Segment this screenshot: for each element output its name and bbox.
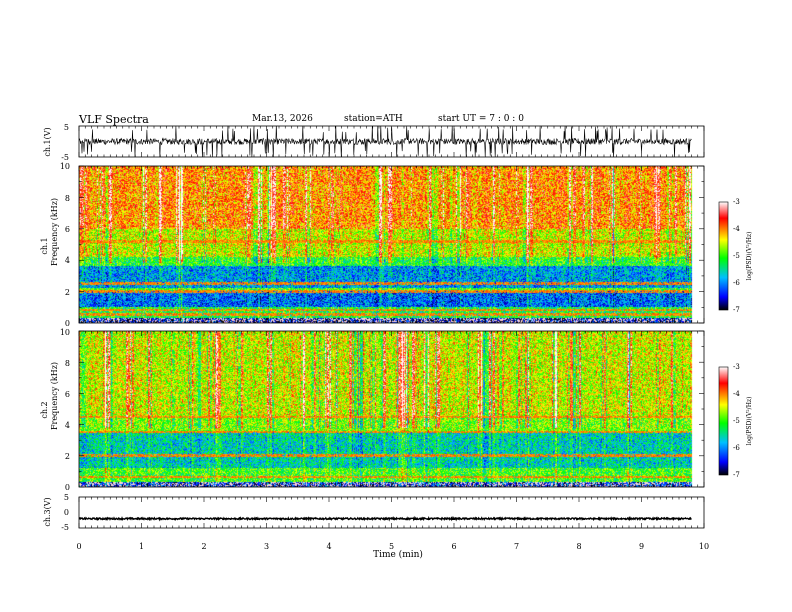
- ch1-spectrogram-panel: 0 2 4 6 8 10 ch.1 Frequency (kHz) -3 -4 …: [40, 162, 753, 328]
- time-tick-label: 4: [326, 542, 331, 551]
- ch1-colorbar-label: log(PSD)(V²/Hz): [746, 232, 753, 281]
- ch1-colorbar-tick--3: -3: [733, 198, 740, 206]
- ch2-colorbar: [718, 366, 729, 476]
- ch1-waveform-line: [79, 126, 692, 157]
- ch1-colorbar-tick--5: -5: [733, 252, 740, 260]
- ch1-spectrogram-ylabel: Frequency (kHz): [50, 198, 59, 266]
- ch2-freq-tick-2: 2: [65, 452, 70, 461]
- ch2-colorbar-tick--3: -3: [733, 363, 740, 371]
- ch1-spectrogram-ticks: [78, 165, 705, 324]
- time-axis-tick-labels: 0 1 2 3 4 5 6 7 8 9 10: [76, 542, 709, 551]
- ch3-waveform-ticks: [78, 497, 705, 528]
- ch2-colorbar-tick--5: -5: [733, 417, 740, 425]
- time-tick-label: 7: [514, 542, 519, 551]
- ch1-freq-tick-6: 6: [65, 225, 70, 234]
- ch3-ytick-mid: 0: [64, 508, 69, 517]
- ch2-freq-tick-8: 8: [65, 359, 70, 368]
- ch1-freq-tick-10: 10: [60, 162, 70, 171]
- ch2-spectrogram-channel-label: ch.2: [40, 401, 49, 418]
- ch1-freq-tick-2: 2: [65, 288, 70, 297]
- ch1-colorbar-tick--7: -7: [733, 306, 740, 314]
- ch1-spectrogram-image: [79, 166, 704, 323]
- ch2-freq-tick-4: 4: [65, 421, 70, 430]
- ch2-colorbar-tick--4: -4: [733, 390, 740, 398]
- ch2-spectrogram-image: [79, 331, 704, 487]
- ch2-spectrogram-ticks: [78, 330, 705, 488]
- ch2-freq-tick-10: 10: [60, 328, 70, 337]
- ch1-colorbar-tick--4: -4: [733, 225, 740, 233]
- ch1-freq-tick-8: 8: [65, 194, 70, 203]
- time-tick-label: 1: [139, 542, 144, 551]
- time-axis-label: Time (min): [373, 549, 423, 560]
- time-tick-label: 8: [576, 542, 581, 551]
- ch1-colorbar: [718, 201, 729, 311]
- ch3-ytick-top: 5: [64, 493, 69, 502]
- time-tick-label: 0: [76, 542, 81, 551]
- start-ut-label: start UT = 7 : 0 : 0: [438, 114, 524, 124]
- ch2-freq-tick-0: 0: [65, 483, 70, 492]
- ch1-freq-tick-0: 0: [65, 319, 70, 328]
- time-tick-label: 5: [389, 542, 394, 551]
- ch1-colorbar-tick--6: -6: [733, 279, 740, 287]
- ch1-freq-tick-4: 4: [65, 256, 70, 265]
- time-tick-label: 9: [639, 542, 644, 551]
- date-label: Mar.13, 2026: [252, 114, 313, 124]
- ch2-spectrogram-panel: 0 2 4 6 8 10 ch.2 Frequency (kHz) -3 -4 …: [40, 328, 753, 492]
- ch2-colorbar-tick--6: -6: [733, 444, 740, 452]
- ch1-spectrogram-channel-label: ch.1: [40, 237, 49, 254]
- plot-title: VLF Spectra: [79, 113, 149, 126]
- ch3-waveform-panel: 5 0 -5 ch.3(V) 0 1 2 3 4 5 6 7 8 9 10 Time (min): [43, 493, 709, 560]
- time-tick-label: 3: [264, 542, 269, 551]
- ch2-colorbar-tick--7: -7: [733, 471, 740, 479]
- ch3-waveform-ylabel: ch.3(V): [43, 497, 52, 526]
- station-label: station=ATH: [344, 114, 403, 124]
- ch2-spectrogram-ylabel: Frequency (kHz): [50, 362, 59, 430]
- ch1-waveform-panel: 5 -5 ch.1(V): [43, 123, 705, 162]
- ch1-ytick-bottom: -5: [61, 153, 69, 162]
- ch1-waveform-ticks: [78, 126, 705, 157]
- ch2-colorbar-label: log(PSD)(V²/Hz): [746, 397, 753, 446]
- time-tick-label: 6: [451, 542, 456, 551]
- ch3-waveform-line: [79, 515, 692, 522]
- ch2-freq-tick-6: 6: [65, 390, 70, 399]
- ch1-ytick-top: 5: [64, 123, 69, 132]
- ch1-waveform-ylabel: ch.1(V): [43, 127, 52, 156]
- time-tick-label: 10: [699, 542, 709, 551]
- ch3-ytick-bottom: -5: [61, 523, 69, 532]
- time-tick-label: 2: [201, 542, 206, 551]
